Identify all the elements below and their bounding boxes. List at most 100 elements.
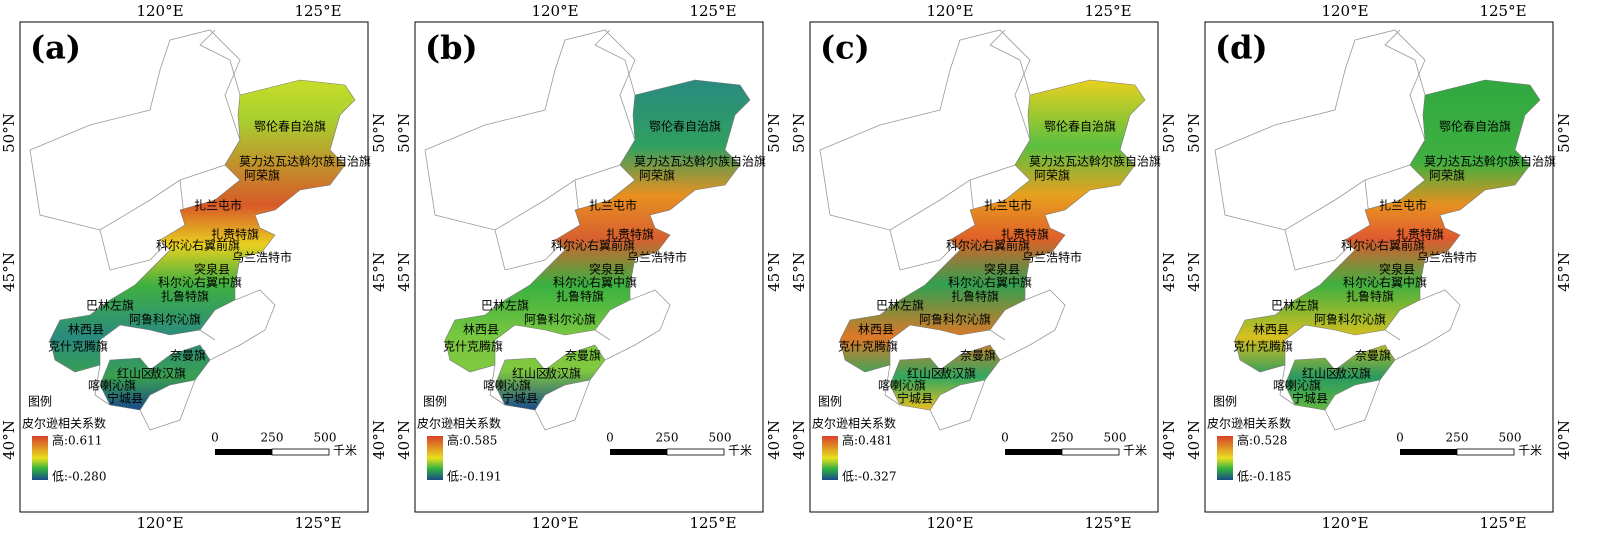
scale-label: 500 bbox=[709, 431, 732, 445]
region-label: 阿荣旗 bbox=[639, 168, 675, 183]
lat-label: 45°N bbox=[1185, 252, 1203, 292]
region-label: 莫力达瓦达斡尔族自治旗 bbox=[1424, 154, 1556, 169]
lon-label: 120°E bbox=[531, 514, 578, 532]
lat-label: 50°N bbox=[1555, 113, 1573, 153]
legend-subtitle: 皮尔逊相关系数 bbox=[22, 416, 106, 431]
region-label: 奈曼旗 bbox=[960, 348, 996, 363]
study-area bbox=[444, 79, 751, 411]
region-label: 喀喇沁旗 bbox=[483, 378, 531, 393]
legend-title: 图例 bbox=[28, 395, 52, 409]
legend-ramp bbox=[822, 436, 838, 480]
lat-label: 45°N bbox=[1160, 252, 1178, 292]
region-label: 喀喇沁旗 bbox=[878, 378, 926, 393]
region-label: 鄂伦春自治旗 bbox=[254, 119, 326, 134]
legend-low: 低:-0.280 bbox=[52, 470, 106, 484]
lon-label: 125°E bbox=[294, 2, 341, 20]
legend-high: 高:0.528 bbox=[1237, 433, 1287, 448]
lat-label: 45°N bbox=[370, 252, 388, 292]
region-label: 林西县 bbox=[68, 323, 104, 337]
lat-label: 40°N bbox=[790, 420, 808, 460]
study-area bbox=[839, 79, 1146, 411]
region-label: 科尔沁右翼中旗 bbox=[948, 275, 1032, 290]
scale-unit: 千米 bbox=[333, 444, 357, 458]
region-label: 乌兰浩特市 bbox=[1417, 250, 1477, 265]
legend-ramp bbox=[1217, 436, 1233, 480]
legend-subtitle: 皮尔逊相关系数 bbox=[1207, 416, 1291, 431]
region-label: 科尔沁右翼中旗 bbox=[158, 275, 242, 290]
neighbor-boundary bbox=[424, 29, 636, 231]
legend-high: 高:0.611 bbox=[52, 433, 102, 448]
region-label: 林西县 bbox=[463, 323, 499, 337]
region-label: 扎赉特旗 bbox=[1001, 227, 1049, 242]
region-label: 扎赉特旗 bbox=[211, 227, 259, 242]
legend-title: 图例 bbox=[818, 395, 842, 409]
scale-label: 0 bbox=[1396, 431, 1404, 445]
lat-label: 50°N bbox=[395, 113, 413, 153]
neighbor-boundary bbox=[989, 289, 1066, 361]
scale-label: 250 bbox=[261, 431, 284, 445]
region-label: 红山区 bbox=[1302, 366, 1338, 381]
region-label: 克什克腾旗 bbox=[838, 339, 898, 354]
region-label: 喀喇沁旗 bbox=[1273, 378, 1321, 393]
region-label: 扎兰屯市 bbox=[194, 198, 242, 213]
scale-label: 250 bbox=[1051, 431, 1074, 445]
lat-label: 45°N bbox=[395, 252, 413, 292]
neighbor-boundary bbox=[489, 364, 591, 431]
region-label: 敖汉旗 bbox=[1335, 366, 1371, 381]
scale-label: 0 bbox=[211, 431, 219, 445]
region-label: 扎赉特旗 bbox=[606, 227, 654, 242]
scale-bar-black bbox=[1400, 449, 1457, 455]
lat-label: 50°N bbox=[0, 113, 18, 153]
region-label: 扎鲁特旗 bbox=[161, 289, 209, 304]
region-label: 阿荣旗 bbox=[1034, 168, 1070, 183]
region-label: 阿鲁科尔沁旗 bbox=[919, 312, 991, 327]
lon-label: 125°E bbox=[689, 514, 736, 532]
region-label: 敖汉旗 bbox=[150, 366, 186, 381]
scale-unit: 千米 bbox=[1518, 444, 1542, 458]
lon-label: 120°E bbox=[1321, 2, 1368, 20]
lat-label: 45°N bbox=[790, 252, 808, 292]
map-panel: (d) 120°E 120°E 125°E 125°E 50°N 50°N 45°N 45°N 4… bbox=[1185, 2, 1573, 532]
region-label: 科尔沁右翼前旗 bbox=[946, 238, 1030, 253]
panel-label: (b) bbox=[425, 29, 478, 67]
lat-label: 40°N bbox=[0, 420, 18, 460]
region-label: 敖汉旗 bbox=[940, 366, 976, 381]
lat-label: 50°N bbox=[790, 113, 808, 153]
lat-label: 40°N bbox=[395, 420, 413, 460]
scale-label: 500 bbox=[314, 431, 337, 445]
region-label: 林西县 bbox=[858, 323, 894, 337]
region-label: 宁城县 bbox=[107, 391, 143, 406]
lat-label: 50°N bbox=[370, 113, 388, 153]
lat-label: 40°N bbox=[1185, 420, 1203, 460]
region-label: 红山区 bbox=[907, 366, 943, 381]
legend-low: 低:-0.185 bbox=[1237, 470, 1291, 484]
region-label: 红山区 bbox=[512, 366, 548, 381]
scale-label: 250 bbox=[656, 431, 679, 445]
neighbor-boundary bbox=[29, 29, 241, 231]
lon-label: 120°E bbox=[926, 514, 973, 532]
map-panel: (c) 120°E 120°E 125°E 125°E 50°N 50°N 45°N 45°N 4… bbox=[790, 2, 1178, 532]
region-label: 宁城县 bbox=[1292, 391, 1328, 406]
region-label: 科尔沁右翼中旗 bbox=[1343, 275, 1427, 290]
lon-label: 125°E bbox=[689, 2, 736, 20]
lat-label: 50°N bbox=[1185, 113, 1203, 153]
lat-label: 40°N bbox=[1160, 420, 1178, 460]
scale-bar-black bbox=[610, 449, 667, 455]
map-panel: (b) 120°E 120°E 125°E 125°E 50°N 50°N 45°N 45°N 4… bbox=[395, 2, 783, 532]
region-label: 乌兰浩特市 bbox=[232, 250, 292, 265]
scale-bar-white bbox=[271, 448, 330, 456]
region-label: 宁城县 bbox=[502, 391, 538, 406]
neighbor-boundary bbox=[884, 364, 986, 431]
lon-label: 125°E bbox=[294, 514, 341, 532]
lon-label: 120°E bbox=[136, 2, 183, 20]
region-label: 乌兰浩特市 bbox=[1022, 250, 1082, 265]
scale-label: 500 bbox=[1499, 431, 1522, 445]
region-label: 突泉县 bbox=[194, 262, 230, 277]
panel-label: (a) bbox=[30, 29, 81, 67]
study-area bbox=[49, 79, 356, 411]
region-label: 林西县 bbox=[1253, 323, 1289, 337]
region-label: 奈曼旗 bbox=[565, 348, 601, 363]
legend-subtitle: 皮尔逊相关系数 bbox=[812, 416, 896, 431]
